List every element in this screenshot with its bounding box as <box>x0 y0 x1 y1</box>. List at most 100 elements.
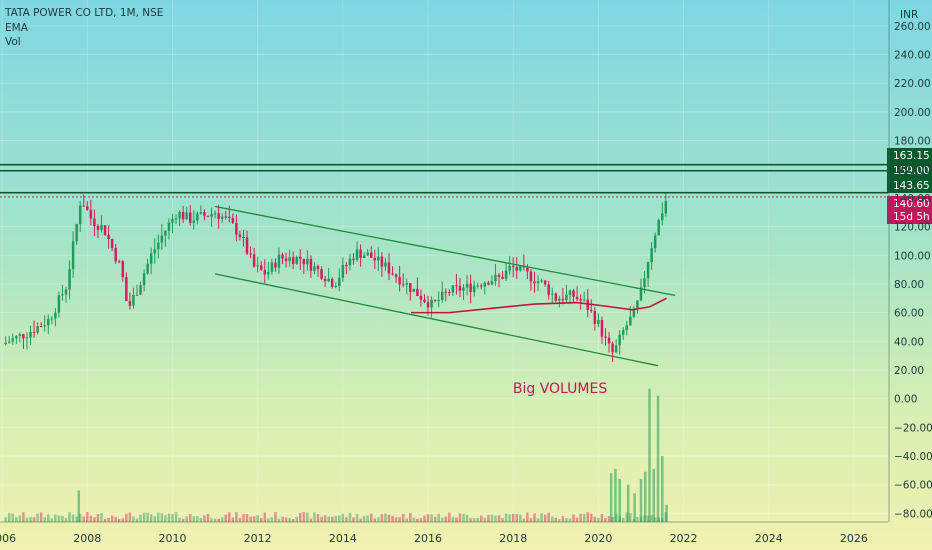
countdown-label: 15d 5h <box>893 211 930 223</box>
x-tick-label: 2012 <box>244 532 272 545</box>
candle-body <box>511 265 515 267</box>
candlesticks[interactable] <box>4 192 668 362</box>
candle-body <box>57 295 61 313</box>
volume-bar <box>472 517 476 522</box>
candle-body <box>238 234 242 237</box>
volume-bar <box>75 516 78 522</box>
volume-bar <box>348 512 352 522</box>
volume-bar <box>242 514 245 522</box>
price-level-badge-label: 143.65 <box>893 180 930 192</box>
volume-bar <box>270 517 274 522</box>
y-tick-label: −80.00 <box>894 508 932 520</box>
volume-bar <box>426 514 430 522</box>
volume-bar <box>554 517 558 522</box>
volume-bar <box>50 518 54 522</box>
candle-body <box>249 253 252 255</box>
candle-body <box>142 273 146 286</box>
volume-bar <box>536 518 540 522</box>
indicator-ema-label[interactable]: EMA <box>5 21 28 34</box>
x-tick-label: 2022 <box>670 532 698 545</box>
candle-body <box>164 230 167 236</box>
y-tick-label: 40.00 <box>894 336 924 348</box>
volume-bar <box>547 512 550 522</box>
candle-body <box>192 220 196 223</box>
volume-bar <box>217 518 220 522</box>
candle-body <box>440 291 444 301</box>
candle-body <box>547 284 550 295</box>
volume-bar <box>629 513 632 522</box>
volume-bar-big <box>661 456 664 522</box>
candle-body <box>281 254 284 259</box>
volume-bar <box>100 513 103 522</box>
volume-bar <box>458 513 462 522</box>
candle-body <box>412 288 416 292</box>
volume-bar <box>167 513 171 522</box>
volume-bar <box>387 514 391 522</box>
candle-body <box>61 294 64 296</box>
volume-bar <box>174 512 178 522</box>
volume-bar <box>416 518 419 522</box>
candle-body <box>352 258 355 260</box>
y-tick-label: 140.00 <box>894 193 931 205</box>
indicator-vol-label[interactable]: Vol <box>5 36 21 48</box>
candle-body <box>586 299 589 310</box>
candle-body <box>181 212 185 220</box>
candle-body <box>558 298 561 301</box>
volume-bar <box>103 518 107 522</box>
volume-bar <box>480 515 483 522</box>
volume-bar-big <box>609 473 613 522</box>
candle-body <box>338 277 341 286</box>
candle-body <box>231 218 235 223</box>
price-level-badge <box>887 163 932 178</box>
candle-body <box>636 300 639 309</box>
candle-body <box>220 216 224 219</box>
volume-bar <box>142 512 146 522</box>
x-tick-label: 2020 <box>584 532 612 545</box>
candle-body <box>107 234 110 240</box>
volume-bar <box>32 517 36 522</box>
x-tick-label: 2006 <box>0 532 16 545</box>
candle-body <box>480 285 483 287</box>
candle-body <box>519 265 522 271</box>
candle-body <box>465 283 469 288</box>
volume-bar <box>274 512 277 522</box>
volume-bar-big <box>618 478 621 522</box>
volume-bar <box>146 512 149 522</box>
volume-bar <box>380 514 384 522</box>
volume-bar <box>132 516 135 522</box>
candle-body <box>348 258 352 266</box>
volume-bar <box>61 515 64 522</box>
volume-bar-big <box>652 468 655 522</box>
candle-body <box>32 331 36 333</box>
volume-bar <box>153 516 156 522</box>
volume-bar <box>370 513 373 522</box>
candle-body <box>15 335 18 339</box>
candle-body <box>263 269 267 275</box>
candle-body <box>472 285 476 293</box>
volume-bar <box>579 513 582 522</box>
volume-bar <box>249 516 252 522</box>
volume-bar <box>366 515 369 522</box>
candle-body <box>508 265 511 271</box>
candle-body <box>561 298 565 301</box>
volume-bar <box>206 513 210 522</box>
symbol-title[interactable]: TATA POWER CO LTD, 1M, NSE <box>5 7 164 19</box>
volume-bar <box>334 516 337 522</box>
candle-body <box>572 290 575 297</box>
volume-bar <box>210 518 213 522</box>
candle-body <box>359 249 362 259</box>
volume-bar-big <box>633 493 636 522</box>
candle-body <box>288 257 291 262</box>
price-level-badge-label: 163.15 <box>893 150 930 162</box>
volume-bar <box>345 517 348 522</box>
candle-body <box>167 222 171 231</box>
candle-body <box>458 285 462 291</box>
volume-bar <box>511 513 515 522</box>
volume-bar <box>139 514 142 522</box>
volume-bars <box>4 388 668 522</box>
candle-body <box>451 285 455 293</box>
volume-bar <box>338 515 341 522</box>
candle-body <box>373 257 377 261</box>
